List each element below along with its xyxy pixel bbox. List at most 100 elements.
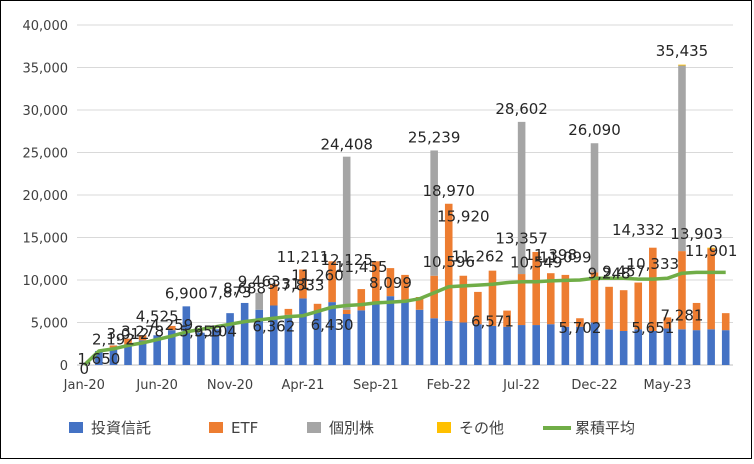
data-label: 5,651	[631, 319, 674, 337]
average-line	[83, 270, 726, 367]
data-label: 12,125	[320, 251, 373, 269]
bar-segment	[721, 313, 730, 331]
y-tick-label: 30,000	[23, 104, 69, 119]
y-tick-label: 20,000	[23, 189, 69, 204]
bar-segment	[197, 332, 205, 365]
bar-segment	[532, 325, 540, 365]
bar-segment	[342, 156, 351, 310]
x-tick-label: Sep-21	[353, 378, 399, 393]
bar-segment	[474, 324, 482, 365]
bar-segment	[357, 289, 366, 311]
data-label: 8,099	[369, 274, 412, 292]
x-tick-label: Nov-20	[207, 378, 253, 393]
bar-segment	[546, 324, 555, 365]
legend: 投資信託 ETF 個別株 その他 累積平均	[69, 419, 635, 437]
data-label: 26,090	[568, 121, 621, 139]
data-label: 1,650	[77, 350, 120, 368]
bar-segment	[590, 322, 599, 365]
bar-segment	[488, 270, 497, 326]
bar-segment	[590, 143, 599, 273]
data-label: 11,211	[277, 248, 330, 266]
data-label: 11,260	[291, 267, 344, 285]
data-label: 13,903	[670, 225, 723, 243]
bar-segment	[576, 326, 584, 365]
data-label: 9,311	[267, 275, 310, 293]
bar-segment	[138, 340, 147, 365]
data-label: 11,455	[335, 258, 388, 276]
data-label: 3,012	[107, 325, 150, 343]
bar-segment	[372, 261, 380, 303]
bar-segment	[415, 297, 424, 310]
bar-segment	[430, 150, 438, 276]
bar-segment	[692, 302, 701, 331]
x-tick-label: May-23	[643, 378, 691, 393]
bars	[95, 64, 730, 365]
data-label: 6,430	[311, 316, 354, 334]
data-label: 2,192	[92, 330, 135, 348]
y-tick-label: 35,000	[23, 62, 69, 77]
bar-segment	[211, 329, 220, 365]
y-tick-label: 0	[60, 359, 68, 374]
x-tick-label: Jun-20	[135, 378, 178, 393]
bar-segment	[459, 322, 468, 365]
data-label: 0	[80, 360, 90, 378]
bar-segment	[153, 335, 161, 365]
bar-segment	[182, 306, 191, 365]
data-label: 4,525	[136, 307, 179, 325]
bar-segment	[255, 292, 264, 310]
bar-segment	[605, 286, 613, 330]
data-label: 24,408	[320, 136, 373, 154]
x-axis: Jan-20 Jun-20 Nov-20 Apr-21 Sep-21 Feb-22 Jul-…	[63, 378, 692, 393]
bar-segment	[372, 302, 380, 365]
data-label: 10,333	[627, 255, 680, 273]
data-label: 10,596	[422, 253, 475, 271]
bar-segment	[444, 203, 453, 321]
bar-segment	[590, 272, 599, 323]
bar-segment	[401, 274, 409, 301]
y-tick-label: 10,000	[23, 274, 69, 289]
bar-segment	[138, 335, 147, 341]
bar-segment	[619, 331, 628, 365]
data-label: 11,901	[685, 242, 738, 260]
bar-segment	[124, 344, 132, 365]
bar-segment	[678, 64, 686, 66]
bar-segment	[605, 329, 613, 365]
bar-segment	[255, 309, 264, 365]
bar-segment	[474, 291, 482, 325]
bar-segment	[532, 251, 540, 326]
bar-segment	[430, 275, 438, 319]
data-label: 7,873	[209, 284, 252, 302]
bar-segment	[634, 329, 643, 365]
data-label: 15,920	[437, 208, 490, 226]
legend-swatch	[437, 422, 451, 433]
y-tick-label: 5,000	[31, 317, 68, 332]
bar-segment	[299, 269, 307, 299]
bar-segment	[167, 330, 176, 365]
bar-segment	[619, 290, 628, 331]
bar-segment	[240, 302, 249, 365]
bar-segment	[561, 274, 570, 327]
bar-segment	[226, 313, 234, 365]
bar-segment	[386, 296, 395, 365]
data-label: 5,959	[179, 323, 222, 341]
bar-segment	[124, 338, 132, 345]
y-tick-label: 15,000	[23, 232, 69, 247]
data-label: 35,435	[656, 42, 709, 60]
data-label: 10,549	[510, 253, 563, 271]
bar-segment	[503, 326, 511, 365]
legend-swatch	[209, 422, 223, 433]
x-tick-label: Jul-22	[502, 378, 540, 393]
data-label: 14,332	[612, 221, 665, 239]
bar-segment	[678, 65, 686, 252]
bar-segment	[721, 330, 730, 365]
bar-segment	[313, 310, 322, 365]
data-label: 4,259	[150, 316, 193, 334]
bar-segment	[299, 298, 307, 365]
data-label: 6,571	[471, 312, 514, 330]
data-label: 11,262	[452, 247, 505, 265]
bar-segment	[357, 310, 366, 365]
bar-segment	[678, 251, 686, 330]
bar-segment	[313, 303, 322, 311]
